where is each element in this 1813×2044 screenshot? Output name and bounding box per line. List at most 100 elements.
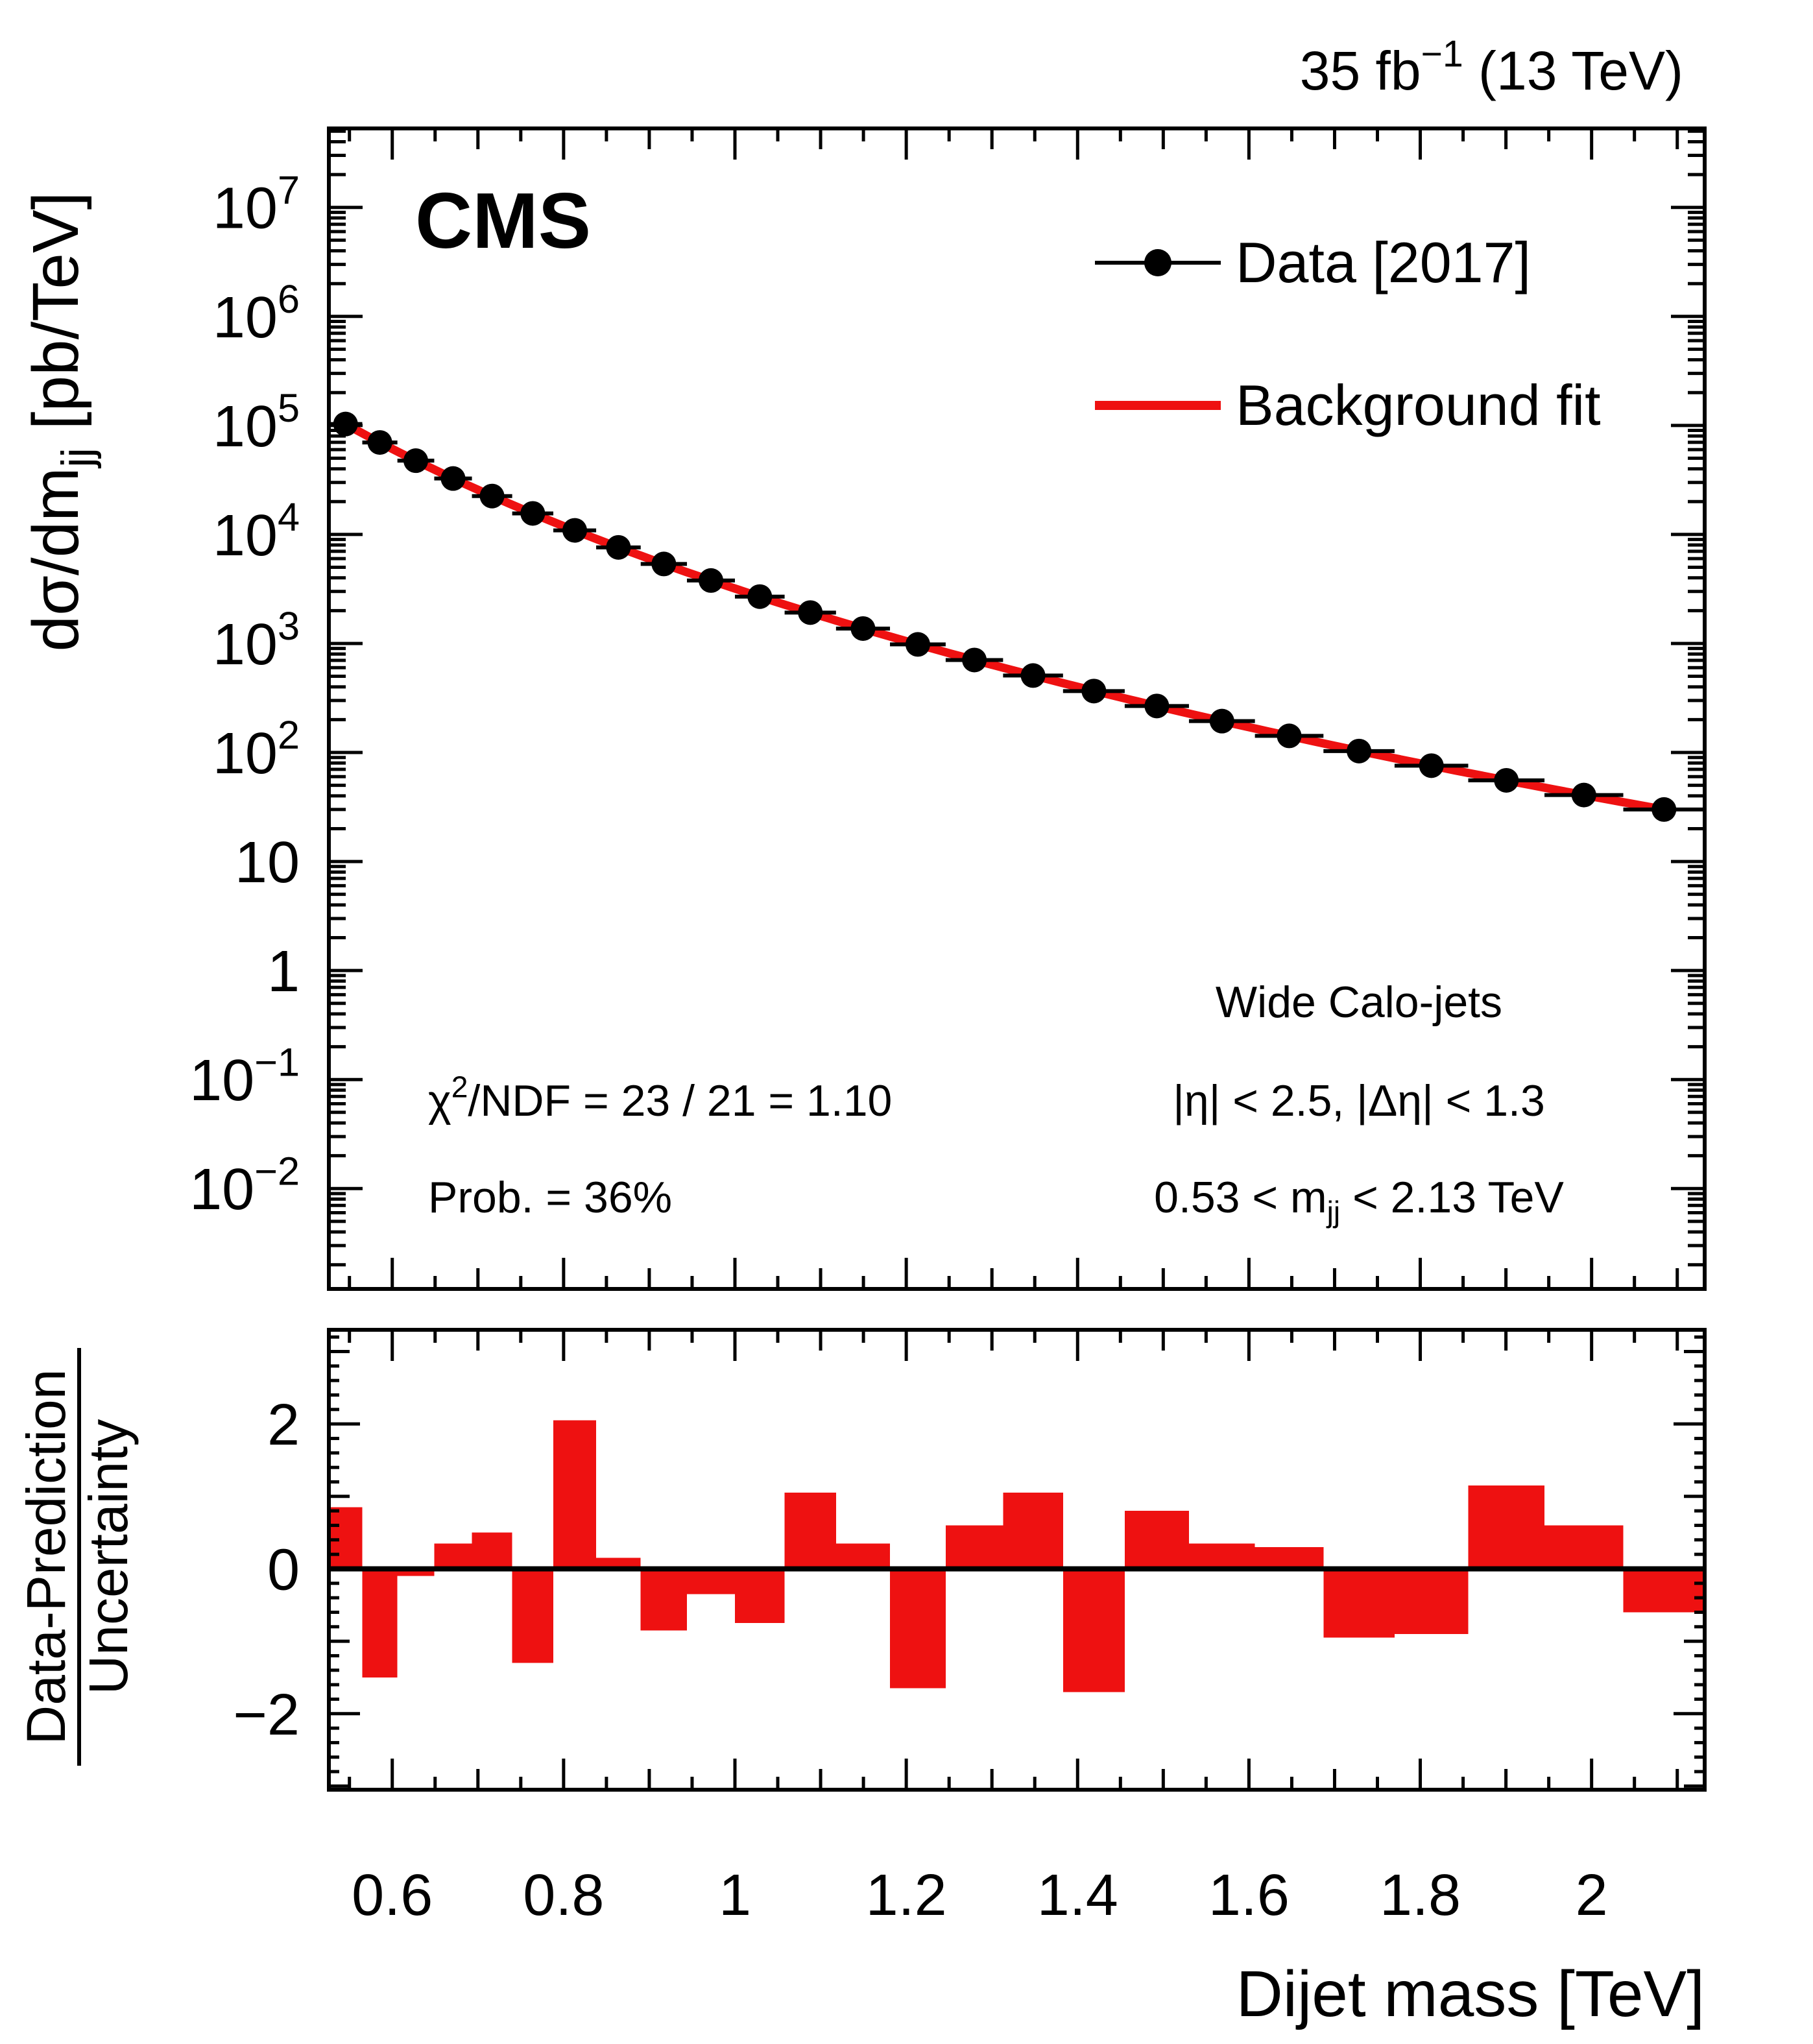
text-segment: 0.53 < m bbox=[1154, 1173, 1327, 1222]
legend-fit-label: Background fit bbox=[1236, 373, 1601, 437]
text-segment: −1 bbox=[1421, 34, 1463, 75]
y-tick-label: 10−2 bbox=[189, 1149, 300, 1222]
data-point bbox=[1419, 753, 1444, 778]
residual-bar bbox=[1623, 1569, 1705, 1613]
residual-bar bbox=[1394, 1569, 1469, 1634]
text-segment: /NDF = 23 / 21 = 1.10 bbox=[468, 1076, 892, 1125]
text-segment: 10 bbox=[235, 830, 300, 895]
data-point bbox=[747, 584, 773, 609]
x-tick-label: 1.6 bbox=[1208, 1863, 1290, 1928]
text-segment: 7 bbox=[278, 168, 300, 212]
text-segment: 35 fb bbox=[1300, 40, 1421, 101]
residual-bar bbox=[687, 1569, 735, 1594]
data-point bbox=[1081, 679, 1107, 704]
residual-bar bbox=[362, 1569, 398, 1677]
probability-annotation: Prob. = 36% bbox=[428, 1173, 672, 1222]
residual-bar bbox=[1124, 1511, 1189, 1569]
text-segment: (13 TeV) bbox=[1463, 40, 1683, 101]
text-segment: 10 bbox=[213, 285, 278, 350]
data-point bbox=[440, 466, 466, 491]
text-segment: 10 bbox=[213, 394, 278, 459]
data-point bbox=[1651, 797, 1677, 822]
data-point bbox=[651, 551, 677, 577]
x-tick-label: 1.4 bbox=[1037, 1863, 1118, 1928]
background-fit-curve bbox=[341, 420, 1668, 814]
x-tick-label: 0.8 bbox=[523, 1863, 604, 1928]
text-segment: 10 bbox=[189, 1048, 254, 1113]
legend-data-marker bbox=[1144, 249, 1171, 276]
residual-bar bbox=[1544, 1525, 1624, 1569]
ratio-panel bbox=[327, 1328, 1707, 1792]
text-segment: 10 bbox=[189, 1157, 254, 1222]
residual-bar bbox=[512, 1569, 554, 1663]
text-segment: 10 bbox=[213, 721, 278, 786]
residual-bar bbox=[890, 1569, 946, 1689]
residual-bar bbox=[472, 1532, 512, 1569]
data-point bbox=[1494, 767, 1519, 793]
chi2-annotation: χ2/NDF = 23 / 21 = 1.10 bbox=[428, 1070, 892, 1125]
text-segment: 2 bbox=[278, 713, 300, 757]
data-point bbox=[1209, 708, 1234, 734]
residual-bar bbox=[434, 1543, 472, 1569]
residual-bar bbox=[397, 1569, 435, 1576]
residual-bar bbox=[329, 1507, 363, 1569]
residual-bar bbox=[1063, 1569, 1125, 1692]
luminosity-label: 35 fb−1 (13 TeV) bbox=[1300, 34, 1683, 101]
mass-range-annotation: 0.53 < mjj < 2.13 TeV bbox=[1154, 1173, 1564, 1229]
data-point bbox=[367, 430, 392, 455]
text-segment: < 2.13 TeV bbox=[1340, 1173, 1564, 1222]
text-segment: jj bbox=[1326, 1195, 1341, 1229]
ratio-frame bbox=[327, 1328, 1707, 1792]
residual-bar bbox=[1323, 1569, 1395, 1638]
text-segment: 3 bbox=[278, 604, 300, 648]
data-point bbox=[520, 501, 546, 526]
text-segment: 10 bbox=[213, 612, 278, 677]
y-tick-label: 104 bbox=[213, 495, 300, 568]
data-point bbox=[606, 535, 631, 560]
y-tick-label: 106 bbox=[213, 277, 300, 350]
data-point bbox=[1347, 738, 1372, 763]
residual-bar bbox=[1255, 1546, 1324, 1569]
y-tick-label: 102 bbox=[213, 713, 300, 786]
data-point bbox=[1144, 693, 1170, 719]
text-segment: 10 bbox=[213, 176, 278, 241]
eta-selection-annotation: |η| < 2.5, |Δη| < 1.3 bbox=[1173, 1076, 1545, 1125]
x-tick-label: 1.8 bbox=[1380, 1863, 1461, 1928]
y-axis-title: dσ/dmjj [pb/TeV] bbox=[19, 192, 102, 652]
data-point bbox=[1277, 723, 1302, 749]
ratio-axis-title-numerator: Data-Prediction bbox=[16, 1369, 77, 1745]
residual-bar bbox=[784, 1493, 836, 1569]
text-segment: −2 bbox=[254, 1149, 300, 1193]
y-tick-label: 1 bbox=[267, 939, 300, 1004]
x-tick-label: 1.2 bbox=[866, 1863, 947, 1928]
ratio-tick-label: −2 bbox=[233, 1683, 300, 1748]
ratio-axis-title-denominator: Uncertainty bbox=[78, 1419, 139, 1695]
data-point bbox=[1020, 663, 1046, 688]
residual-bar bbox=[835, 1543, 891, 1569]
text-segment: [pb/TeV] bbox=[19, 192, 92, 448]
text-segment: 2 bbox=[451, 1070, 468, 1103]
residual-bar bbox=[596, 1557, 641, 1569]
data-point bbox=[699, 568, 724, 593]
data-point bbox=[905, 632, 930, 657]
residual-bar bbox=[640, 1569, 688, 1631]
main-panel bbox=[327, 126, 1707, 1291]
data-point bbox=[962, 647, 987, 673]
text-segment: 10 bbox=[213, 503, 278, 568]
residual-bar bbox=[553, 1420, 597, 1569]
y-tick-label: 10−1 bbox=[189, 1040, 300, 1113]
data-point bbox=[403, 448, 429, 474]
legend-data-label: Data [2017] bbox=[1236, 230, 1531, 295]
text-segment: χ bbox=[428, 1076, 451, 1125]
data-point bbox=[479, 483, 505, 509]
text-segment: 5 bbox=[278, 386, 300, 430]
text-segment: 6 bbox=[278, 277, 300, 321]
text-segment: dσ/dm bbox=[19, 467, 92, 651]
residual-bar bbox=[945, 1525, 1003, 1569]
y-tick-label: 103 bbox=[213, 604, 300, 677]
ratio-tick-label: 2 bbox=[267, 1393, 300, 1458]
data-point bbox=[562, 518, 588, 543]
y-tick-label: 107 bbox=[213, 168, 300, 241]
